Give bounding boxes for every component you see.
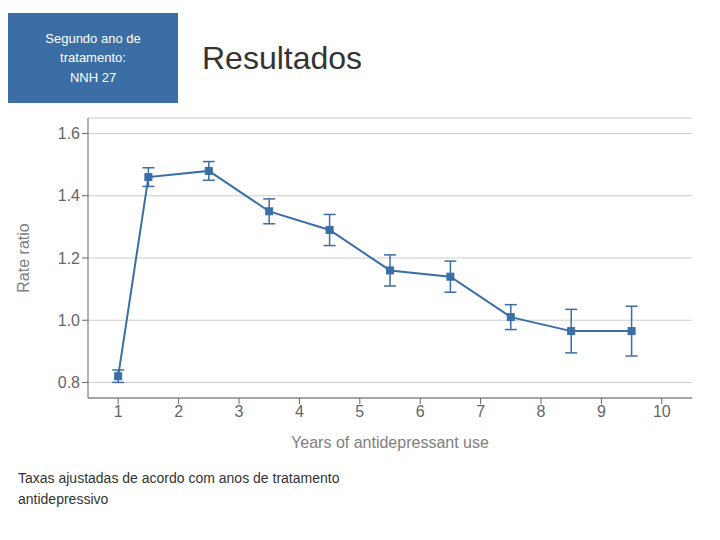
svg-text:Rate ratio: Rate ratio: [15, 223, 32, 292]
svg-text:8: 8: [537, 403, 546, 420]
html-text:Resultados: Resultados: [202, 39, 363, 76]
svg-text:5: 5: [355, 403, 364, 420]
svg-text:1.2: 1.2: [58, 250, 80, 267]
svg-text:6: 6: [416, 403, 425, 420]
html-text:Segundo ano de: Segundo ano de: [45, 30, 141, 46]
svg-text:Years of antidepressant use: Years of antidepressant use: [291, 434, 489, 451]
html-text:antidepressivo: antidepressivo: [18, 491, 109, 507]
html-text:tratamento:: tratamento:: [60, 50, 126, 66]
svg-text:1.0: 1.0: [58, 312, 80, 329]
svg-text:3: 3: [235, 403, 244, 420]
svg-text:0.8: 0.8: [58, 374, 80, 391]
svg-text:1.6: 1.6: [58, 125, 80, 142]
svg-text:10: 10: [653, 403, 671, 420]
html-text:Taxas ajustadas de acordo com: Taxas ajustadas de acordo com anos de tr…: [18, 470, 340, 486]
svg-text:4: 4: [295, 403, 304, 420]
svg-text:2: 2: [174, 403, 183, 420]
html-text:NNH 27: NNH 27: [69, 69, 117, 85]
svg-text:9: 9: [597, 403, 606, 420]
svg-text:7: 7: [476, 403, 485, 420]
svg-text:1.4: 1.4: [58, 187, 80, 204]
svg-text:1: 1: [114, 403, 123, 420]
